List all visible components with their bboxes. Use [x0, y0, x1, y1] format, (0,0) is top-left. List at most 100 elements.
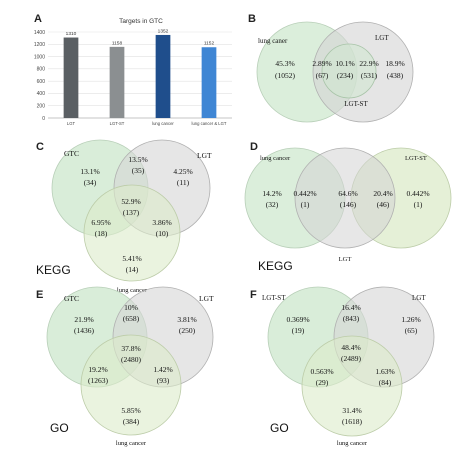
x-tick-label: LGT	[67, 121, 76, 126]
venn-f-region-count: (65)	[405, 326, 418, 335]
bar-value-label: 1310	[66, 31, 77, 37]
venn-f-region-count: (843)	[343, 314, 360, 323]
venn-c-region-count: (35)	[132, 166, 145, 175]
venn-b-region-pct: 22.9%	[359, 59, 378, 68]
venn-c-region-pct: 13.5%	[128, 155, 147, 164]
venn-c-set2-label: LGT	[197, 151, 212, 160]
bar	[155, 34, 171, 118]
venn-e-set3-circle	[80, 334, 182, 436]
venn-d-region-count: (46)	[377, 200, 390, 209]
venn-b-region-pct: 45.3%	[275, 59, 294, 68]
venn-b-region-count: (438)	[387, 71, 404, 80]
venn-f-set3-circle	[301, 335, 403, 437]
venn-c-region-count: (34)	[84, 178, 97, 187]
venn-f-set3-label: lung cancer	[337, 440, 368, 447]
venn-d-region-count: (32)	[266, 200, 279, 209]
panel-letter-e: E	[36, 289, 43, 301]
x-tick-label: lung cancer & LGT	[192, 121, 227, 126]
venn-c-set1-label: GTC	[64, 149, 79, 158]
venn-e-set3-label: lung cancer	[116, 440, 147, 447]
venn-f-region-count: (2489)	[341, 354, 361, 363]
venn-b-region-pct: 2.89%	[312, 59, 331, 68]
venn-c-region-pct: 4.25%	[173, 167, 192, 176]
venn-d-region-pct: 14.2%	[262, 189, 281, 198]
venn-e-region-count: (384)	[123, 417, 140, 426]
venn-f-set2-label: LGT	[412, 294, 426, 302]
venn-c-region-count: (14)	[126, 265, 139, 274]
venn-c-region-pct: 13.1%	[80, 167, 99, 176]
venn-e-region-pct: 21.9%	[74, 315, 93, 324]
venn-c-footer: KEGG	[36, 263, 71, 277]
venn-d-region-count: (1)	[414, 200, 423, 209]
venn-e-region-count: (658)	[123, 314, 140, 323]
venn-d-region-pct: 64.6%	[338, 189, 357, 198]
panel-letter-a: A	[34, 13, 42, 25]
venn-d-region-pct: 20.4%	[373, 189, 392, 198]
venn-f-footer: GO	[270, 421, 289, 435]
y-tick-label: 0	[42, 116, 45, 122]
y-tick-label: 600	[37, 79, 46, 85]
x-tick-label: lung cancer	[152, 121, 174, 126]
venn-c-region-pct: 6.95%	[91, 218, 110, 227]
bar-value-label: 1152	[204, 41, 215, 47]
venn-f-region-pct: 16.4%	[341, 303, 360, 312]
venn-e-region-count: (1436)	[74, 326, 94, 335]
venn-c-region-count: (137)	[123, 208, 140, 217]
venn-e-region-count: (93)	[157, 376, 170, 385]
venn-e-region-pct: 3.81%	[177, 315, 196, 324]
panel-letter-d: D	[250, 141, 258, 153]
venn-e-region-count: (1263)	[88, 376, 108, 385]
venn-f-region-pct: 48.4%	[341, 343, 360, 352]
bar-value-label: 1158	[112, 40, 123, 46]
y-tick-label: 200	[37, 104, 46, 110]
venn-e-region-pct: 37.8%	[121, 344, 140, 353]
venn-e-footer: GO	[50, 421, 69, 435]
venn-c-set3-label: lung cancer	[117, 287, 148, 294]
venn-e-region-pct: 19.2%	[88, 365, 107, 374]
venn-f-region-pct: 1.26%	[401, 315, 420, 324]
venn-f-region-count: (19)	[292, 326, 305, 335]
y-tick-label: 800	[37, 67, 46, 73]
venn-c-set3-circle	[83, 184, 181, 282]
venn-b-region-count: (1052)	[275, 71, 295, 80]
y-tick-label: 1000	[34, 54, 45, 60]
venn-b-region-pct: 18.9%	[385, 59, 404, 68]
venn-c-region-count: (11)	[177, 178, 190, 187]
x-tick-label: LGT-ST	[110, 121, 125, 126]
venn-b-region-count: (531)	[361, 71, 378, 80]
venn-c-region-count: (10)	[156, 229, 169, 238]
venn-d-set1-label: lung cancer	[260, 155, 291, 162]
venn-d-set2-label: LGT-ST	[405, 155, 427, 162]
venn-f-region-pct: 31.4%	[342, 406, 361, 415]
venn-b-region-count: (234)	[337, 71, 354, 80]
venn-c-region-count: (18)	[95, 229, 108, 238]
venn-d-set3-label: LGT	[339, 256, 352, 263]
venn-e-region-pct: 10%	[124, 303, 138, 312]
venn-b-region-pct: 10.1%	[335, 59, 354, 68]
venn-e-region-pct: 1.42%	[153, 365, 172, 374]
venn-c-region-pct: 52.9%	[121, 197, 140, 206]
venn-d-region-pct: 0.442%	[293, 189, 316, 198]
y-tick-label: 1200	[34, 42, 45, 48]
venn-d-footer: KEGG	[258, 259, 293, 273]
venn-e-region-count: (250)	[179, 326, 196, 335]
bar-value-label: 1352	[158, 28, 169, 34]
chart-title: Targets in GTC	[119, 18, 163, 25]
panel-letter-f: F	[250, 289, 257, 301]
y-tick-label: 1400	[34, 30, 45, 36]
bar	[63, 37, 79, 118]
venn-e-region-pct: 5.85%	[121, 406, 140, 415]
venn-f-region-pct: 1.63%	[375, 367, 394, 376]
panel-letter-b: B	[248, 13, 256, 25]
venn-d-set3-circle	[294, 147, 396, 249]
panel-letter-c: C	[36, 141, 44, 153]
venn-f-set1-label: LGT-ST	[262, 294, 286, 302]
venn-c-region-pct: 3.86%	[152, 218, 171, 227]
venn-e-set1-label: GTC	[64, 294, 79, 303]
venn-b-set3-circle	[321, 43, 377, 99]
venn-b-set2-label: LGT	[375, 34, 389, 42]
venn-d-region-count: (146)	[340, 200, 357, 209]
venn-b-set1-label: lung caner	[258, 37, 288, 45]
venn-e-set2-label: LGT	[199, 294, 214, 303]
